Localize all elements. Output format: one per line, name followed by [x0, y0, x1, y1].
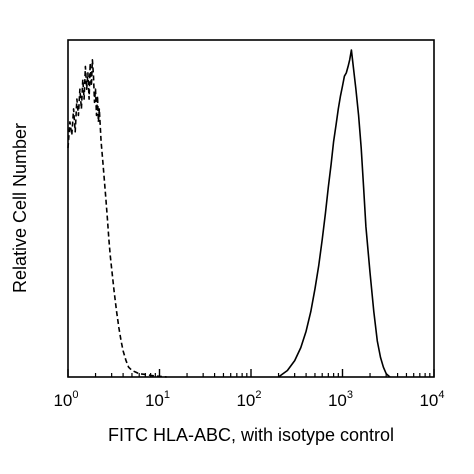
x-tick-label: 102: [236, 389, 261, 410]
x-axis-ticks: 100 101 102 103 104: [53, 369, 445, 410]
y-axis-title: Relative Cell Number: [10, 123, 30, 293]
x-tick-label: 104: [419, 389, 444, 410]
x-tick-label: 103: [328, 389, 353, 410]
x-axis-title: FITC HLA-ABC, with isotype control: [108, 425, 394, 445]
series-layer: [67, 49, 391, 378]
isotype-control-histogram-line: [67, 58, 167, 378]
x-tick-label: 100: [53, 389, 78, 410]
stained-sample-histogram-line: [278, 49, 391, 378]
plot-frame: [67, 39, 435, 378]
x-tick-label: 101: [145, 389, 170, 410]
